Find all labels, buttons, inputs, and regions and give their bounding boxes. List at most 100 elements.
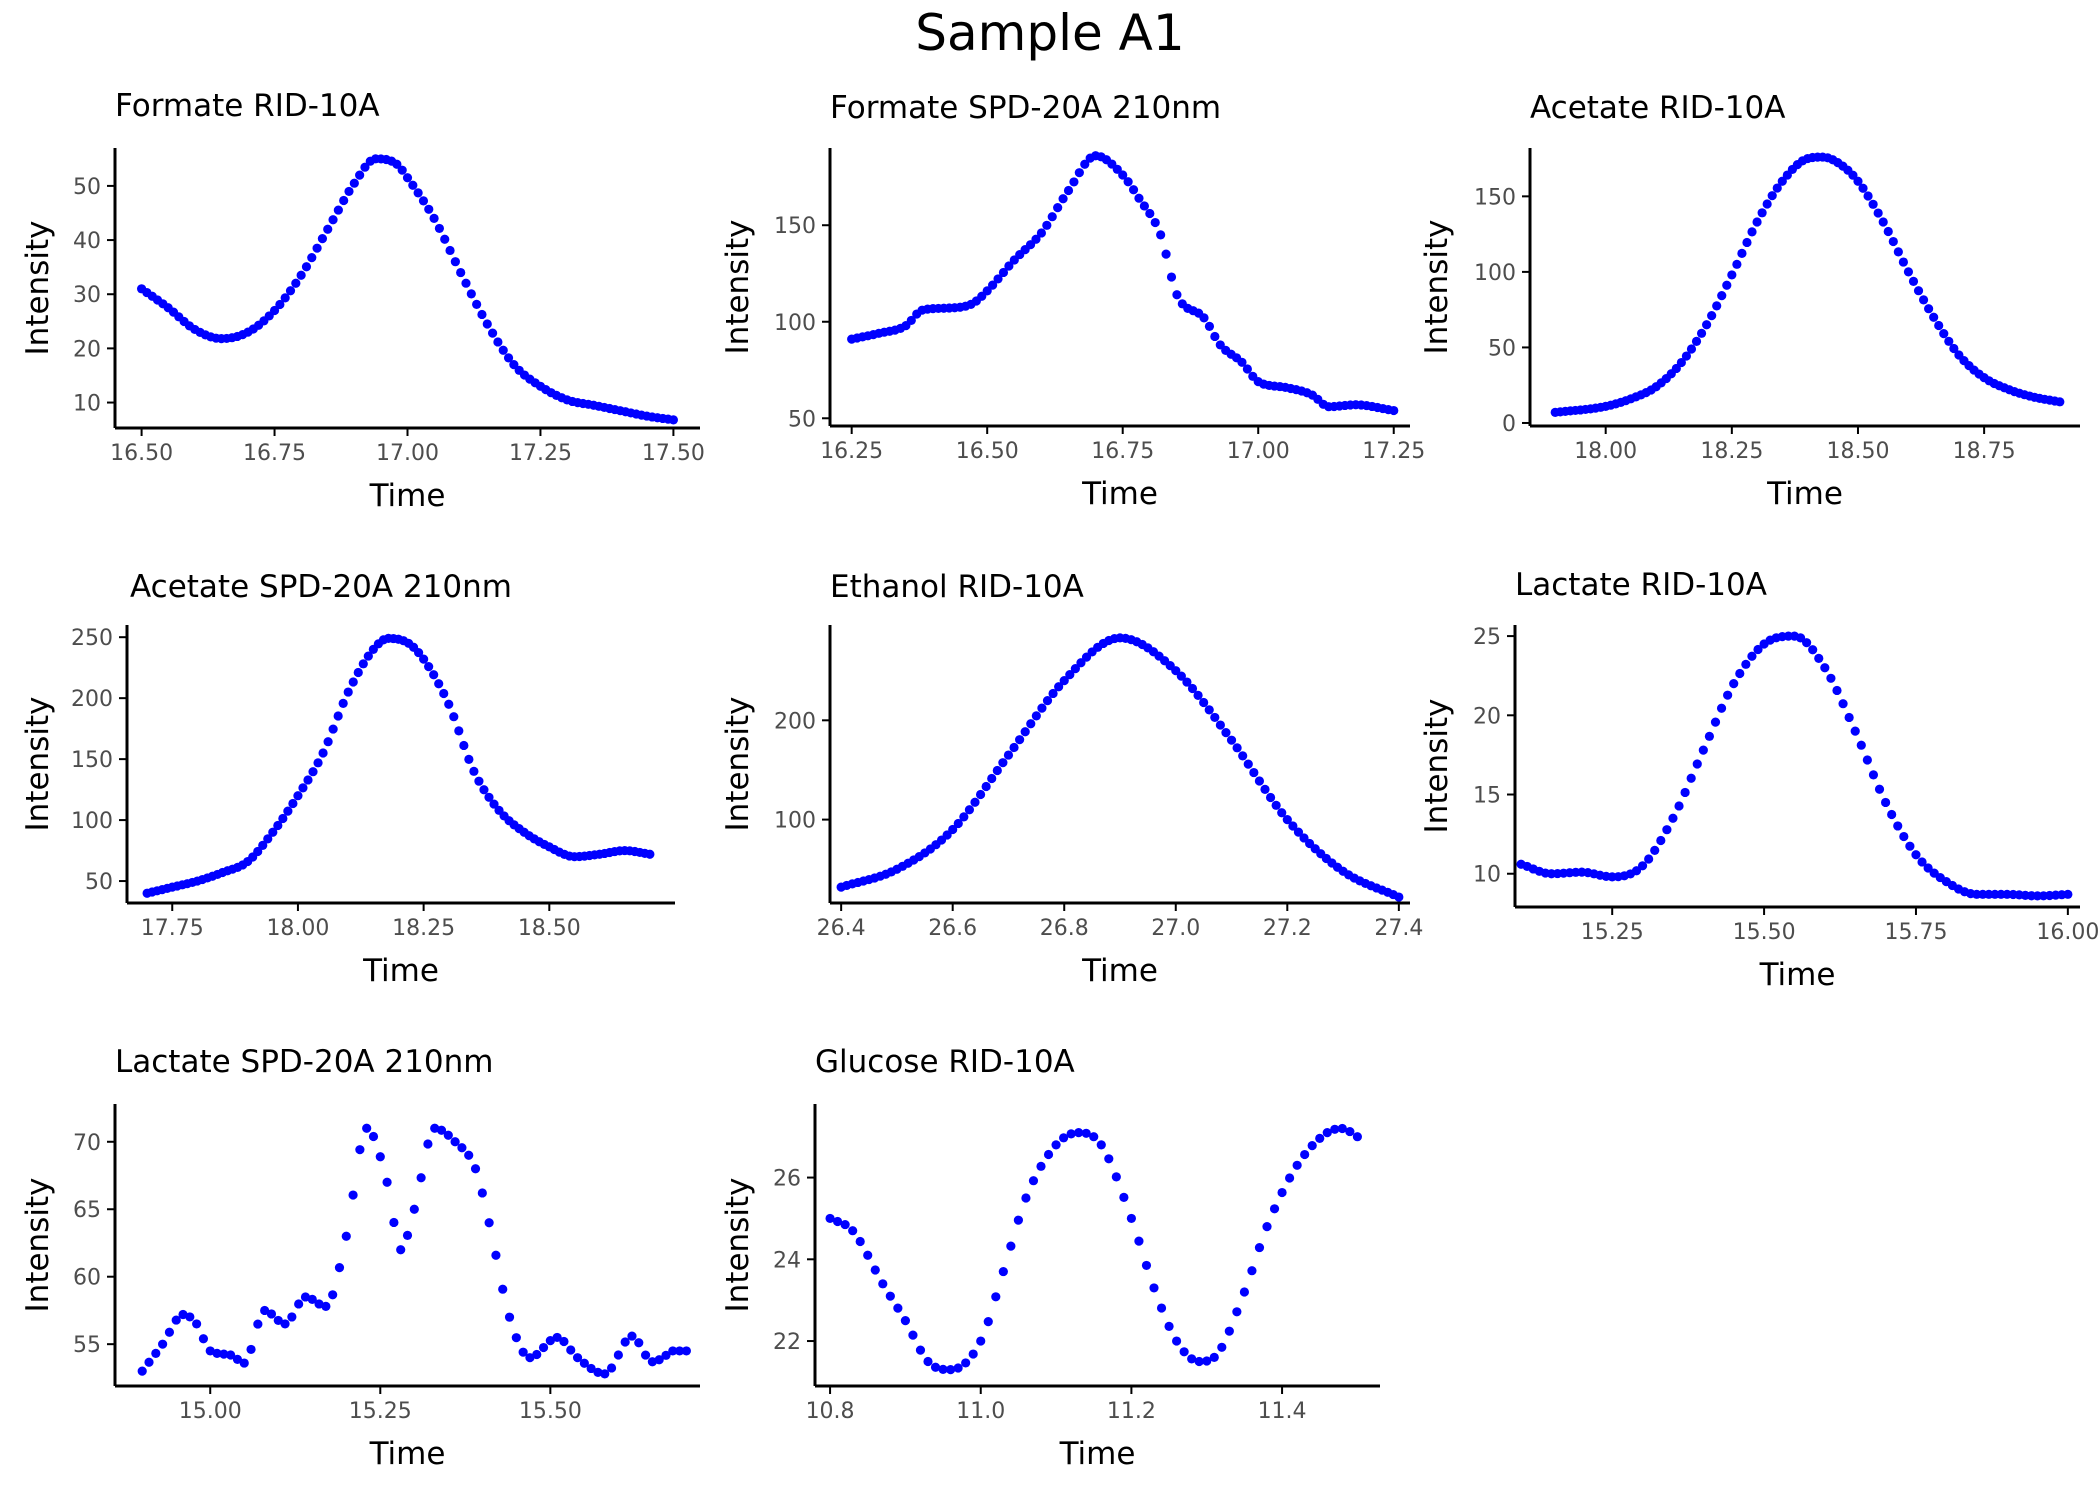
data-point — [293, 791, 303, 801]
x-tick-label: 15.00 — [179, 1399, 242, 1424]
data-point — [566, 1345, 576, 1355]
data-point — [900, 1316, 911, 1326]
data-point — [323, 737, 333, 747]
y-axis-label: Intensity — [720, 220, 756, 355]
x-axis-label: Time — [369, 478, 446, 514]
data-point — [1242, 364, 1252, 374]
y-tick-label: 150 — [1474, 185, 1516, 210]
data-point — [1862, 755, 1872, 765]
x-tick-label: 11.4 — [1258, 1399, 1307, 1424]
data-point — [613, 1350, 623, 1360]
data-point — [946, 1365, 956, 1375]
data-point — [1247, 1266, 1257, 1276]
data-point — [449, 712, 459, 722]
data-point — [953, 1363, 963, 1373]
data-point — [1820, 663, 1830, 673]
y-axis-label: Intensity — [20, 1178, 56, 1313]
data-point — [1006, 1241, 1016, 1251]
data-point — [848, 1226, 858, 1236]
data-point — [144, 1357, 154, 1367]
x-tick-label: 26.6 — [928, 916, 977, 941]
data-point — [498, 1284, 508, 1294]
data-point — [930, 1362, 941, 1372]
data-point — [1249, 767, 1259, 778]
data-point — [263, 834, 273, 844]
data-point — [341, 1231, 351, 1241]
data-point — [1747, 651, 1757, 661]
data-point — [464, 754, 474, 764]
data-point — [1166, 272, 1177, 282]
data-point — [1215, 720, 1225, 730]
data-point — [991, 1292, 1001, 1302]
data-point — [923, 1356, 933, 1367]
data-point — [1089, 1132, 1099, 1142]
data-point — [1254, 776, 1265, 786]
x-tick-label: 18.75 — [1953, 439, 2016, 464]
data-point — [1199, 697, 1209, 708]
data-point — [333, 205, 343, 215]
data-point — [983, 1316, 993, 1327]
data-point — [298, 783, 308, 793]
data-point — [825, 1213, 835, 1224]
data-point — [1271, 800, 1281, 810]
data-point — [1878, 217, 1888, 227]
x-axis-label: Time — [1081, 476, 1158, 512]
data-point — [627, 1331, 637, 1341]
data-point — [1238, 751, 1248, 761]
panel-title: Glucose RID-10A — [815, 1044, 1075, 1080]
data-point — [504, 1312, 515, 1322]
data-point — [1848, 170, 1858, 180]
data-point — [402, 1230, 413, 1240]
data-point — [2055, 397, 2065, 407]
y-tick-label: 25 — [1473, 625, 1501, 650]
data-point — [600, 1369, 610, 1379]
data-point — [863, 1250, 873, 1260]
data-point — [1043, 1149, 1054, 1160]
y-axis-label: Intensity — [1419, 220, 1455, 355]
data-point — [906, 315, 916, 326]
data-point — [349, 178, 359, 188]
data-point — [360, 162, 370, 172]
data-point — [503, 353, 514, 363]
data-point — [1727, 270, 1737, 280]
data-point — [1243, 759, 1253, 769]
y-tick-label: 15 — [1473, 784, 1501, 809]
data-point — [1051, 1140, 1061, 1150]
data-point — [1288, 821, 1298, 831]
data-point — [1686, 773, 1696, 783]
x-tick-label: 18.25 — [1700, 439, 1763, 464]
data-point — [212, 1348, 222, 1358]
data-point — [1210, 331, 1220, 342]
data-point — [1757, 208, 1767, 218]
data-point — [1898, 257, 1908, 267]
x-tick-label: 15.50 — [519, 1399, 582, 1424]
data-point — [1899, 831, 1909, 842]
chart-panel: Acetate RID-10A 18.00 18.25 18.50 18.75 0 50 10… — [1419, 90, 2080, 512]
data-point — [1145, 208, 1155, 219]
chart-panel: Lactate SPD-20A 210nm 15.00 15.25 15.50 55 60… — [20, 1044, 700, 1472]
x-tick-label: 17.00 — [376, 441, 439, 466]
data-point — [538, 1342, 549, 1353]
data-point — [416, 1173, 426, 1183]
data-point — [1066, 1129, 1076, 1139]
data-point — [1193, 690, 1203, 700]
data-point — [1322, 1128, 1332, 1138]
data-point — [1065, 670, 1075, 680]
chart-panel: Glucose RID-10A 10.8 11.0 11.2 11.4 22 24 26 Tim… — [720, 1044, 1380, 1472]
data-point — [878, 1279, 888, 1289]
y-tick-label: 20 — [1473, 704, 1501, 729]
x-tick-label: 18.00 — [1574, 439, 1637, 464]
x-tick-label: 17.00 — [1227, 439, 1290, 464]
data-point — [1172, 290, 1182, 300]
data-point — [318, 748, 328, 758]
data-point — [988, 280, 998, 290]
data-point — [1226, 735, 1237, 745]
data-point — [287, 1312, 297, 1322]
data-point — [668, 415, 679, 425]
y-tick-label: 65 — [73, 1198, 101, 1223]
y-tick-label: 50 — [85, 870, 113, 895]
data-point — [321, 1301, 331, 1311]
x-tick-label: 16.50 — [956, 439, 1019, 464]
data-point — [444, 699, 454, 709]
x-tick-label: 27.0 — [1151, 916, 1200, 941]
